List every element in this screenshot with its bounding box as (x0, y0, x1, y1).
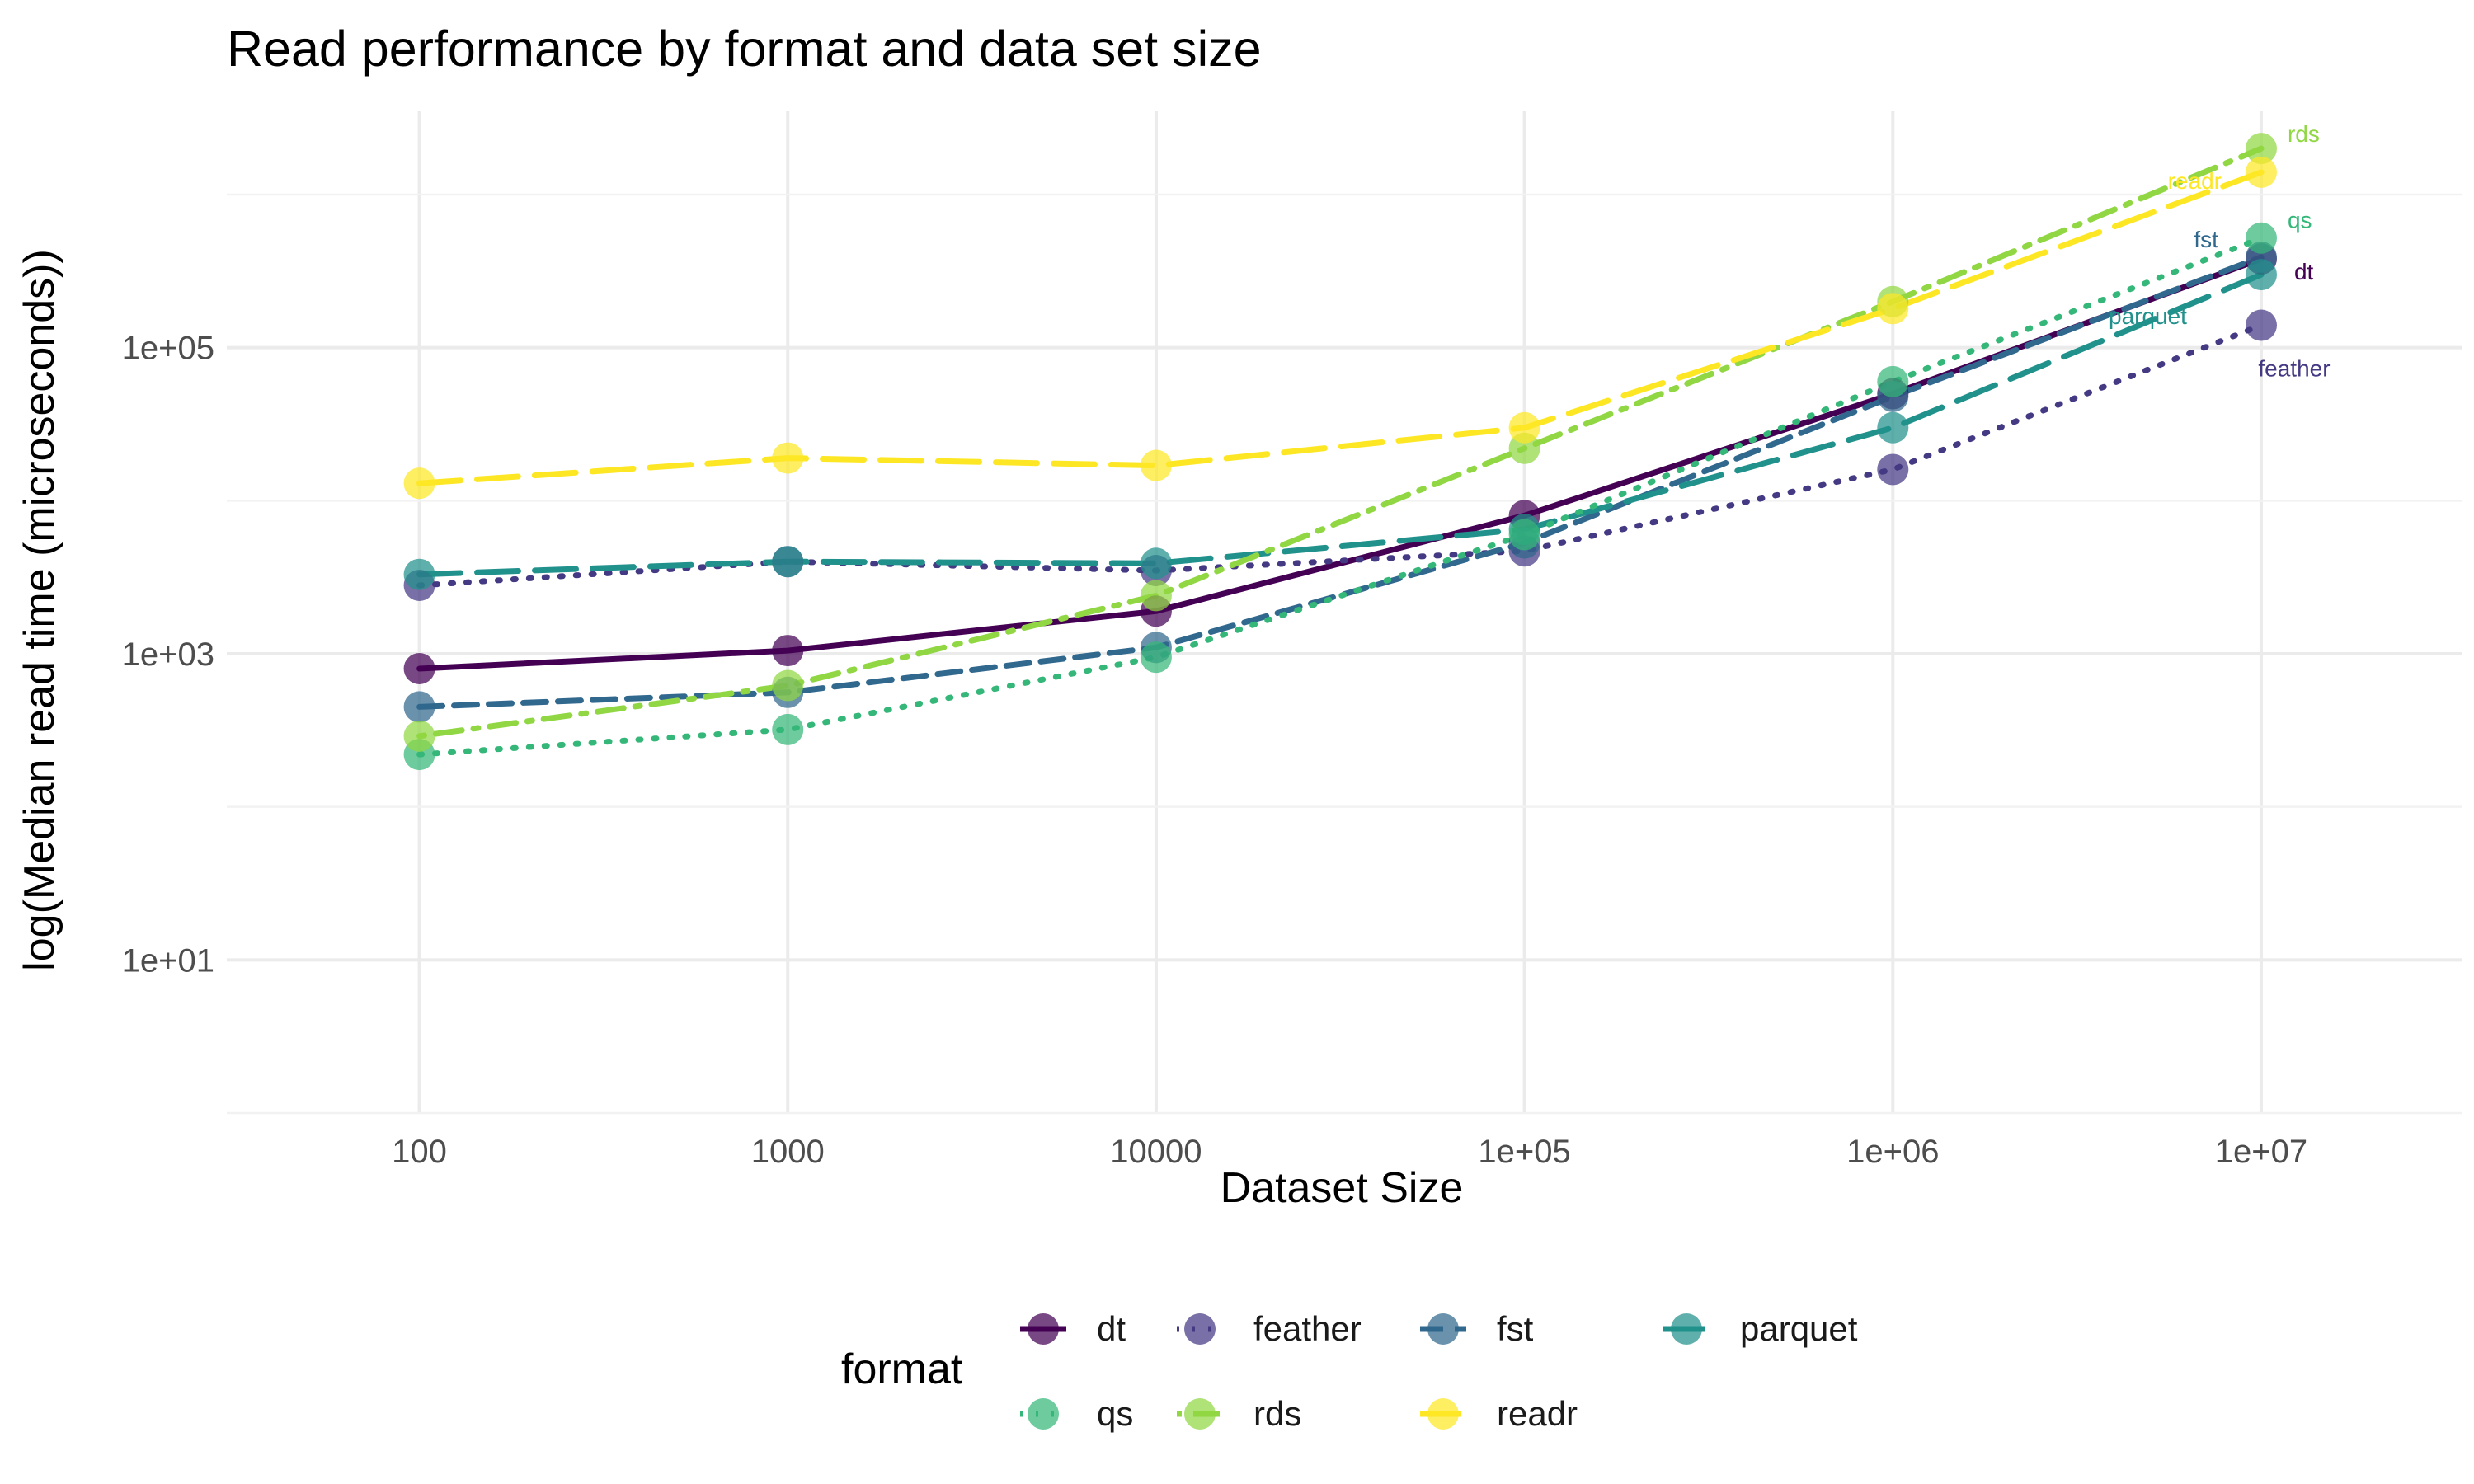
legend-label: dt (1097, 1309, 1126, 1348)
legend-key-point (1427, 1398, 1459, 1430)
chart-title: Read performance by format and data set … (227, 21, 1262, 77)
data-point-parquet (403, 558, 435, 590)
y-axis-title: log(Median read time (microseconds)) (16, 249, 63, 971)
data-point-readr (1140, 449, 1172, 481)
data-point-rds (2245, 133, 2277, 165)
x-axis-ticks: 100 1000 10000 1e+05 1e+06 1e+07 (392, 1134, 2307, 1170)
data-point-rds (403, 720, 435, 752)
legend-key-point (1028, 1313, 1059, 1345)
data-point-parquet (1140, 547, 1172, 580)
legend-item-fst: fst (1420, 1309, 1534, 1348)
legend-label: parquet (1740, 1309, 1858, 1348)
legend-item-rds: rds (1177, 1394, 1301, 1433)
series-end-label-fst: fst (2194, 227, 2218, 252)
data-point-fst (403, 691, 435, 723)
data-point-qs (772, 713, 804, 745)
series-points (403, 133, 2277, 771)
legend-item-dt: dt (1020, 1309, 1126, 1348)
data-point-dt (772, 635, 804, 667)
series-line-fst (416, 254, 2265, 710)
legend-item-parquet: parquet (1663, 1309, 1858, 1348)
data-point-rds (772, 669, 804, 702)
series-line-feather (416, 322, 2265, 589)
series-line-dt (416, 256, 2265, 672)
series-end-label-feather: feather (2258, 356, 2330, 382)
data-point-feather (2245, 309, 2277, 341)
data-point-parquet (772, 546, 804, 578)
y-tick-label: 1e+01 (122, 942, 214, 979)
x-tick-label: 1e+06 (1846, 1134, 1939, 1170)
x-tick-label: 1000 (751, 1134, 825, 1170)
series-line-parquet (416, 271, 2265, 578)
x-axis-title: Dataset Size (1221, 1164, 1464, 1212)
data-point-qs (1508, 519, 1540, 551)
series-end-label-rds: rds (2288, 121, 2320, 147)
legend-label: feather (1253, 1309, 1362, 1348)
legend-key-point (1671, 1313, 1702, 1345)
series-end-label-readr: readr (2168, 168, 2222, 194)
legend-key-point (1427, 1313, 1459, 1345)
data-point-readr (2245, 156, 2277, 188)
series-line-readr (416, 169, 2265, 486)
data-point-qs (1140, 641, 1172, 674)
legend-label: fst (1497, 1309, 1534, 1348)
legend-key-point (1184, 1398, 1216, 1430)
data-point-parquet (1877, 411, 1909, 444)
x-tick-label: 100 (392, 1134, 447, 1170)
series-line-rds (416, 145, 2265, 740)
x-tick-label: 10000 (1110, 1134, 1202, 1170)
data-point-feather (1877, 453, 1909, 486)
data-point-dt (403, 652, 435, 684)
data-point-qs (2245, 222, 2277, 254)
y-tick-label: 1e+05 (122, 331, 214, 367)
data-point-qs (1877, 365, 1909, 397)
data-point-readr (1508, 411, 1540, 444)
data-point-readr (772, 442, 804, 474)
legend-key-point (1028, 1398, 1059, 1430)
legend-key-point (1184, 1313, 1216, 1345)
data-point-readr (1877, 293, 1909, 325)
series-end-labels: dt feather fst parquet qs rds readr (2109, 121, 2331, 381)
legend-item-feather: feather (1177, 1309, 1362, 1348)
legend: format dt feather fst parquet qs rds readr (841, 1309, 1858, 1433)
legend-label: rds (1253, 1394, 1301, 1433)
legend-label: qs (1097, 1394, 1133, 1433)
series-end-label-qs: qs (2288, 208, 2312, 233)
y-axis-ticks: 1e+01 1e+03 1e+05 (122, 331, 214, 979)
legend-label: readr (1497, 1394, 1578, 1433)
legend-item-qs: qs (1020, 1394, 1133, 1433)
data-point-rds (1140, 580, 1172, 612)
series-lines (416, 145, 2265, 758)
legend-title: format (841, 1345, 963, 1393)
legend-item-readr: readr (1420, 1394, 1578, 1433)
x-tick-label: 1e+05 (1478, 1134, 1570, 1170)
data-point-parquet (2245, 259, 2277, 291)
series-end-label-dt: dt (2294, 259, 2314, 284)
grid (227, 111, 2462, 1115)
series-end-label-parquet: parquet (2109, 303, 2187, 329)
series-line-qs (416, 235, 2265, 758)
x-tick-label: 1e+07 (2215, 1134, 2307, 1170)
data-point-readr (403, 467, 435, 500)
y-tick-label: 1e+03 (122, 636, 214, 673)
